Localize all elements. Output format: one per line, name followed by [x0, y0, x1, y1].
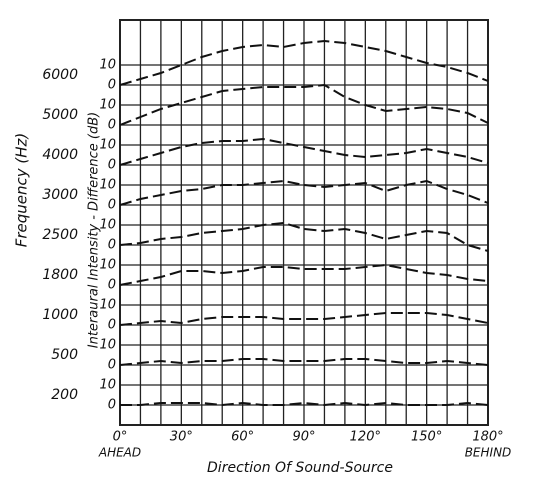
y-tick-label: 10: [99, 98, 116, 113]
series-line: [119, 137, 489, 166]
y-tick-label: 10: [99, 338, 116, 353]
panel-label: Frequency (Hz): [13, 133, 31, 248]
x-tick-label: 180°: [472, 430, 503, 445]
y-tick-label: 0: [108, 158, 116, 173]
x-tick-label: 120°: [350, 430, 381, 445]
series-label: 1000: [42, 307, 78, 323]
y-tick-label: 0: [108, 278, 116, 293]
y-tick-label: 10: [99, 298, 116, 313]
x-tick-label: 150°: [411, 430, 442, 445]
annotation: BEHIND: [465, 446, 512, 460]
y-tick-label: 10: [99, 218, 116, 233]
annotation: AHEAD: [98, 446, 141, 460]
series-line: [119, 263, 489, 286]
y-tick-label: 10: [99, 178, 116, 193]
x-tick-label: 60°: [231, 430, 254, 445]
x-tick-label: 0°: [113, 430, 128, 445]
y-tick-label: 10: [99, 58, 116, 73]
series-label: 500: [51, 347, 78, 363]
series-label: 4000: [42, 147, 78, 163]
y-axis-label: Interaural Intensity - Difference (dB): [87, 112, 102, 349]
x-tick-label: 90°: [292, 430, 315, 445]
series-label: 3000: [42, 187, 78, 203]
y-tick-label: 10: [99, 378, 116, 393]
series-line: [119, 221, 489, 252]
y-tick-label: 0: [108, 398, 116, 413]
y-tick-label: 0: [108, 318, 116, 333]
x-tick-label: 30°: [170, 430, 193, 445]
series-label: 5000: [42, 107, 78, 123]
y-tick-label: 0: [108, 118, 116, 133]
series-line: [119, 179, 489, 206]
series-line: [119, 358, 489, 366]
series-line: [120, 401, 489, 407]
y-tick-label: 0: [108, 238, 116, 253]
y-tick-label: 10: [99, 138, 116, 153]
series-label: 6000: [42, 67, 78, 83]
series-label: 2500: [42, 227, 78, 243]
y-tick-label: 10: [99, 258, 116, 273]
x-axis-label: Direction Of Sound-Source: [207, 460, 393, 476]
series-line: [119, 39, 489, 86]
series-line: [119, 312, 489, 326]
y-tick-label: 0: [108, 78, 116, 93]
y-tick-label: 0: [108, 198, 116, 213]
series-label: 1800: [42, 267, 78, 283]
series-line: [119, 83, 489, 126]
y-tick-label: 0: [108, 358, 116, 373]
series-label: 200: [51, 387, 78, 403]
